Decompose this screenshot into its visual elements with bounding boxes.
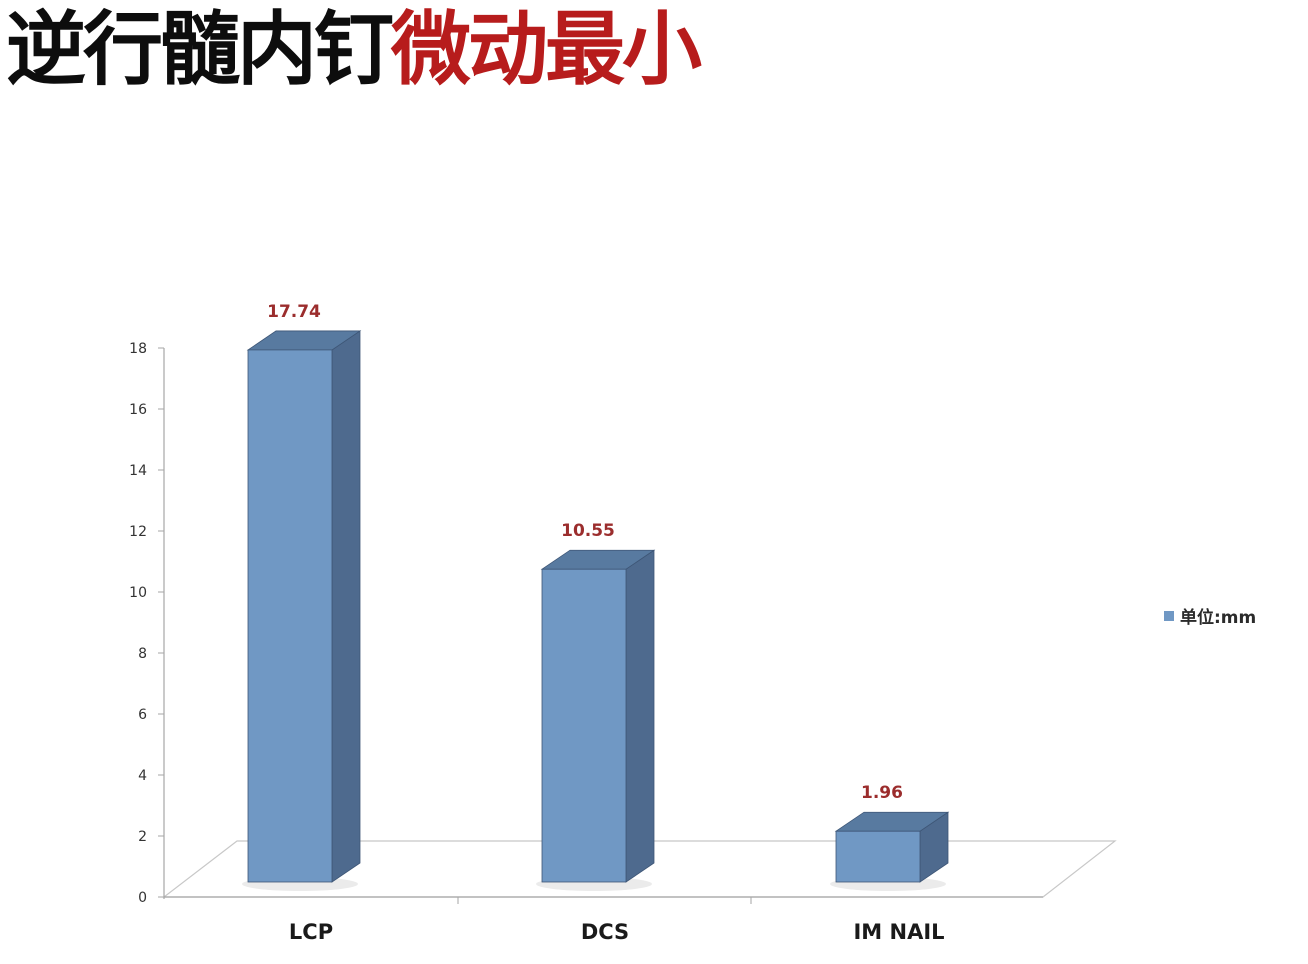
legend-swatch	[1164, 610, 1174, 621]
y-tick-label: 8	[138, 646, 147, 662]
y-tick-label: 4	[138, 768, 147, 784]
slide-title: 逆行髓内钉微动最小	[6, 2, 702, 98]
category-label: DCS	[581, 920, 629, 944]
category-label: LCP	[289, 920, 333, 944]
y-tick-label: 14	[129, 463, 147, 479]
bar-lcp	[242, 330, 362, 891]
title-black-part: 逆行髓内钉	[6, 3, 394, 96]
bar-front-face	[835, 830, 921, 883]
legend-label: 单位:mm	[1180, 608, 1257, 628]
y-tick-label: 0	[138, 890, 147, 906]
title-highlight-part: 微动最小	[391, 3, 702, 96]
y-tick-label: 10	[129, 585, 147, 601]
bar-im-nail	[830, 811, 950, 891]
bar-front-face	[247, 349, 333, 883]
y-tick-label: 6	[138, 707, 147, 723]
y-tick-label: 2	[138, 829, 147, 845]
bar-side-face	[625, 549, 655, 883]
chart-legend: 单位:mm	[1164, 603, 1256, 628]
y-tick-label: 12	[129, 524, 147, 540]
y-tick-label: 18	[129, 341, 147, 357]
bar-dcs	[536, 549, 656, 891]
bar-side-face	[331, 330, 361, 883]
category-label: IM NAIL	[853, 920, 944, 944]
data-label: 10.55	[561, 521, 615, 541]
y-tick-label: 16	[129, 402, 147, 418]
data-label: 17.74	[267, 302, 321, 322]
bar-front-face	[541, 568, 627, 883]
data-label: 1.96	[861, 783, 903, 803]
